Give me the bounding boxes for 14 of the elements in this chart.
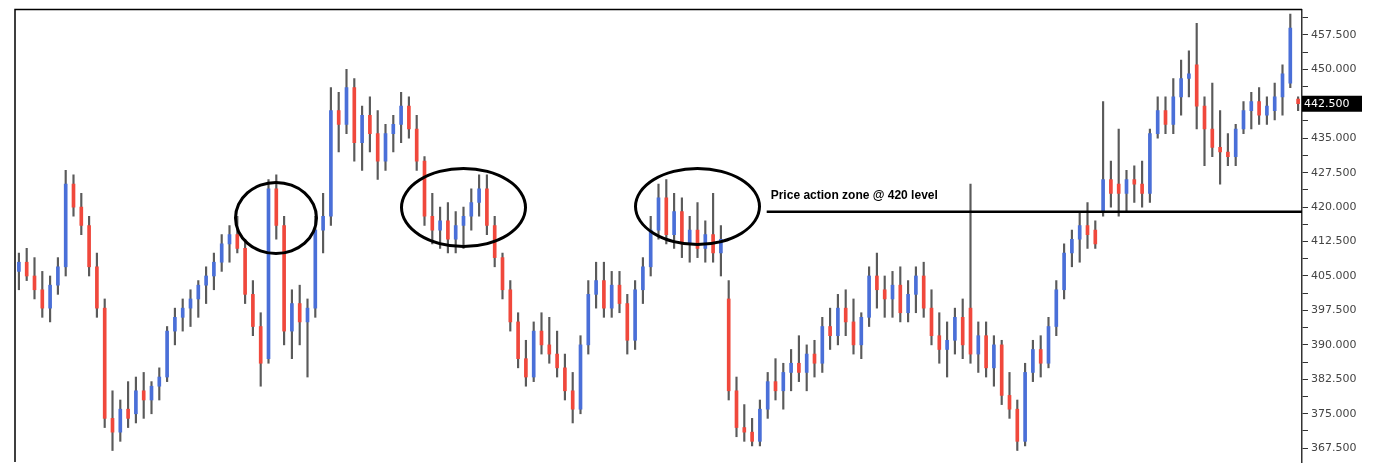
y-tick-label: 412.500 <box>1311 234 1357 248</box>
y-tick-label: 390.000 <box>1311 337 1357 351</box>
y-tick-label: 367.500 <box>1311 441 1357 455</box>
text: 442.500 <box>1304 96 1350 110</box>
ref-line-label: Price action zone @ 420 level <box>770 188 938 202</box>
y-tick-label: 375.000 <box>1311 406 1357 420</box>
y-tick-label: 427.500 <box>1311 165 1357 179</box>
y-tick-label: 420.000 <box>1311 199 1357 213</box>
y-tick-label: 457.500 <box>1311 27 1357 41</box>
y-tick-label: 405.000 <box>1311 268 1357 282</box>
y-tick-label: 435.000 <box>1311 131 1357 145</box>
y-tick-label: 382.500 <box>1311 372 1357 386</box>
y-tick-label: 397.500 <box>1311 303 1357 317</box>
y-tick-label: 450.000 <box>1311 62 1357 76</box>
